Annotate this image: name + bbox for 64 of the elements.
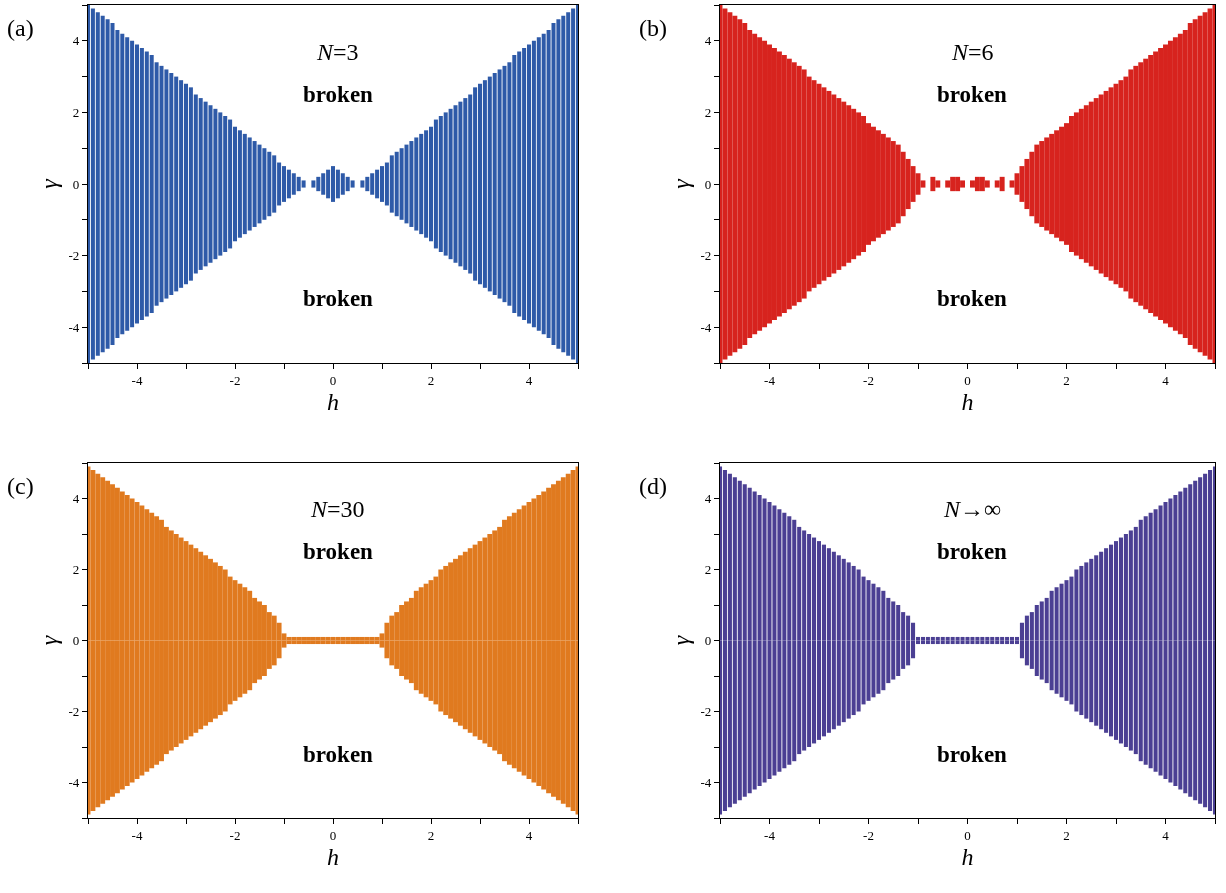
y-tick-label: -2 [68, 248, 80, 264]
annotation: N=3 [316, 39, 359, 65]
annotation: broken [937, 82, 1008, 107]
x-tick-label: 0 [964, 827, 971, 843]
text: (a) [7, 15, 34, 41]
y-axis-title: γ [35, 635, 62, 646]
x-tick-label: 2 [427, 827, 435, 843]
y-tick-label: 0 [704, 176, 712, 192]
y-tick-label: 0 [72, 176, 80, 192]
x-tick-label: -4 [764, 372, 776, 388]
x-axis-title: h [327, 389, 339, 415]
y-tick-label: 0 [72, 633, 80, 649]
y-tick-label: 2 [72, 104, 80, 120]
y-axis-title: γ [35, 178, 62, 189]
y-axis-title: γ [667, 178, 694, 189]
text: (b) [639, 15, 667, 41]
y-tick-label: 4 [72, 491, 80, 507]
annotation: broken [303, 286, 374, 311]
x-tick-label: -4 [131, 372, 143, 388]
annotation: broken [303, 82, 374, 107]
y-tick-label: -2 [700, 704, 712, 720]
x-tick-label: -2 [863, 827, 874, 843]
annotation: broken [937, 742, 1008, 767]
y-tick-label: 4 [704, 491, 712, 507]
x-axis-title: h [327, 844, 339, 870]
x-tick-label: -4 [764, 827, 776, 843]
x-tick-label: 2 [1063, 827, 1070, 843]
x-tick-label: 0 [329, 372, 337, 388]
annotation: broken [937, 286, 1008, 311]
y-tick-label: -4 [68, 319, 80, 335]
y-tick-label: -4 [700, 319, 712, 335]
y-axis-title: γ [667, 635, 694, 646]
y-tick-label: 2 [704, 104, 712, 120]
x-tick-label: -2 [863, 372, 874, 388]
x-tick-label: 2 [1063, 372, 1070, 388]
y-tick-label: -2 [68, 704, 80, 720]
x-axis-title: h [961, 844, 974, 870]
y-tick-label: 4 [704, 33, 712, 49]
x-tick-label: -4 [131, 827, 143, 843]
y-tick-label: -2 [700, 248, 712, 264]
annotation: N→∞ [943, 496, 1002, 522]
annotation: N=6 [951, 39, 994, 65]
y-tick-label: -4 [68, 775, 80, 791]
text: (d) [639, 473, 667, 499]
y-tick-label: 0 [704, 633, 712, 649]
x-tick-label: 0 [964, 372, 971, 388]
annotation: broken [303, 742, 374, 767]
y-tick-label: -4 [700, 775, 712, 791]
x-tick-label: 4 [525, 372, 533, 388]
x-tick-label: 4 [525, 827, 533, 843]
y-tick-label: 4 [72, 33, 80, 49]
y-tick-label: 2 [72, 562, 80, 578]
y-tick-label: 2 [704, 562, 712, 578]
x-tick-label: 4 [1162, 827, 1170, 843]
x-tick-label: -2 [229, 827, 241, 843]
annotation: N=30 [310, 496, 365, 522]
annotation: broken [303, 539, 374, 564]
x-tick-label: -2 [229, 372, 241, 388]
x-tick-label: 4 [1162, 372, 1170, 388]
x-tick-label: 2 [427, 372, 435, 388]
x-axis-title: h [961, 389, 974, 415]
text: (c) [7, 473, 34, 499]
x-tick-label: 0 [329, 827, 337, 843]
annotation: broken [937, 539, 1008, 564]
